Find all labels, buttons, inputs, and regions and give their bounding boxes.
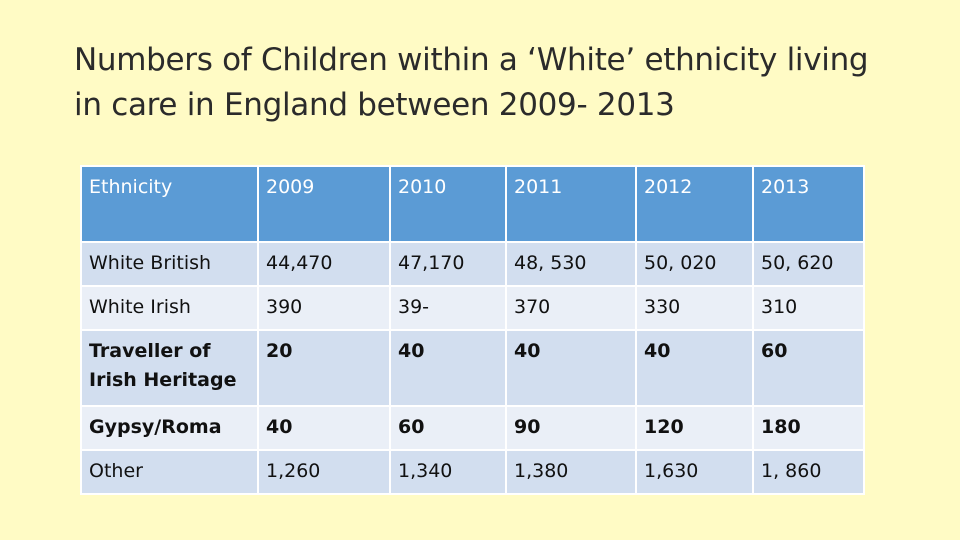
table-cell: 50, 020 — [635, 241, 754, 287]
table-cell: 1,630 — [635, 449, 754, 495]
column-header-2009: 2009 — [257, 165, 391, 243]
table-cell: 330 — [635, 285, 754, 331]
table-cell: 60 — [389, 405, 507, 451]
table-cell: 50, 620 — [752, 241, 865, 287]
table-header-row: Ethnicity 2009 2010 2011 2012 2013 — [80, 165, 865, 243]
table-cell: 40 — [505, 329, 637, 407]
row-label: Gypsy/Roma — [80, 405, 259, 451]
table-cell: 390 — [257, 285, 391, 331]
table-cell: 39- — [389, 285, 507, 331]
row-label: White Irish — [80, 285, 259, 331]
table-cell: 1, 860 — [752, 449, 865, 495]
table-cell: 1,340 — [389, 449, 507, 495]
table-cell: 180 — [752, 405, 865, 451]
column-header-2012: 2012 — [635, 165, 754, 243]
column-header-2011: 2011 — [505, 165, 637, 243]
row-label: White British — [80, 241, 259, 287]
ethnicity-table: Ethnicity 2009 2010 2011 2012 2013 White… — [80, 165, 865, 495]
table-cell: 120 — [635, 405, 754, 451]
table-row: White Irish 390 39- 370 330 310 — [80, 285, 865, 331]
table-cell: 60 — [752, 329, 865, 407]
column-header-2013: 2013 — [752, 165, 865, 243]
table-cell: 370 — [505, 285, 637, 331]
column-header-ethnicity: Ethnicity — [80, 165, 259, 243]
row-label: Traveller of Irish Heritage — [80, 329, 259, 407]
table-row: Other 1,260 1,340 1,380 1,630 1, 860 — [80, 449, 865, 495]
column-header-2010: 2010 — [389, 165, 507, 243]
table-cell: 310 — [752, 285, 865, 331]
table-cell: 44,470 — [257, 241, 391, 287]
table-cell: 48, 530 — [505, 241, 637, 287]
table-cell: 40 — [635, 329, 754, 407]
table-cell: 20 — [257, 329, 391, 407]
table-row: Gypsy/Roma 40 60 90 120 180 — [80, 405, 865, 451]
table-cell: 90 — [505, 405, 637, 451]
table-row: Traveller of Irish Heritage 20 40 40 40 … — [80, 329, 865, 407]
row-label: Other — [80, 449, 259, 495]
page-title: Numbers of Children within a ‘White’ eth… — [74, 42, 869, 123]
table-cell: 47,170 — [389, 241, 507, 287]
table-row: White British 44,470 47,170 48, 530 50, … — [80, 241, 865, 287]
table-cell: 40 — [389, 329, 507, 407]
table-cell: 40 — [257, 405, 391, 451]
table-cell: 1,380 — [505, 449, 637, 495]
table-cell: 1,260 — [257, 449, 391, 495]
